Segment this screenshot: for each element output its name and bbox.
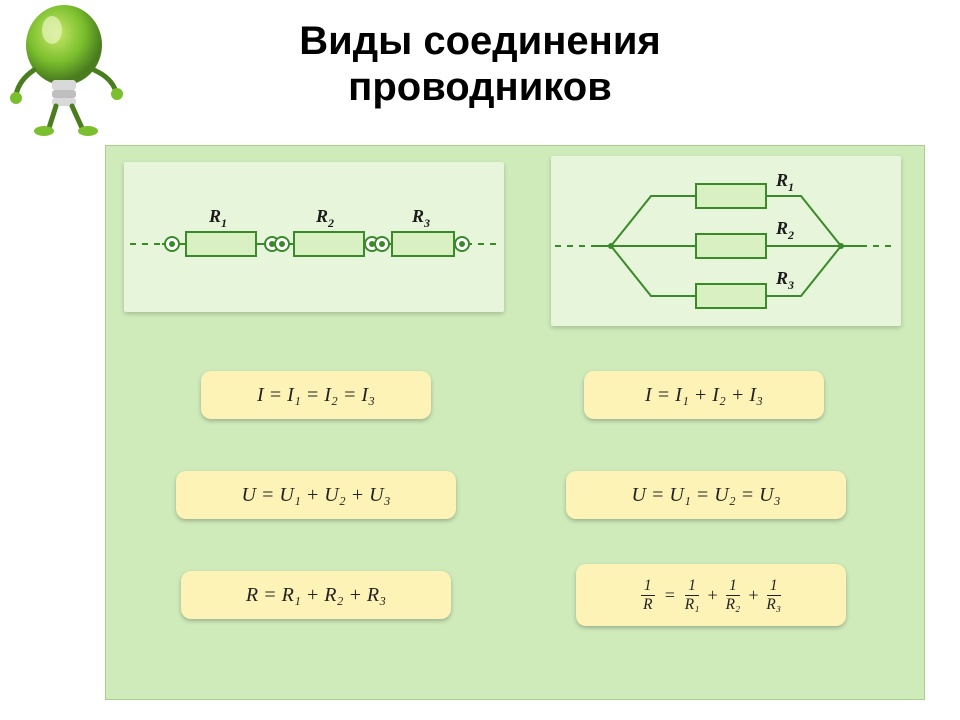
parallel-diagram-card: R1 R2 R3 [551,156,901,326]
lightbulb-mascot [4,0,134,140]
parallel-resistance-formula: 1R = 1R₁ + 1R₂ + 1R₃ [576,564,846,626]
page-title: Виды соединения проводников [0,0,960,110]
series-diagram-card: R1 R2 R3 [124,162,504,312]
title-line-1: Виды соединения [299,19,661,63]
series-voltage-formula: U = U₁ + U₂ + U₃ [176,471,456,519]
parallel-voltage-formula: U = U₁ = U₂ = U₃ [566,471,846,519]
series-resistance-formula: R = R₁ + R₂ + R₃ [181,571,451,619]
series-current-formula: I = I₁ = I₂ = I₃ [201,371,431,419]
content-panel: R1 R2 R3 R1 R2 R3 [105,145,925,700]
title-line-2: проводников [348,65,612,109]
parallel-current-formula: I = I₁ + I₂ + I₃ [584,371,824,419]
